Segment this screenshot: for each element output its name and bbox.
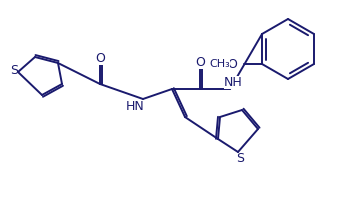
- Text: CH₃: CH₃: [210, 59, 231, 69]
- Text: HN: HN: [126, 100, 144, 112]
- Text: S: S: [10, 64, 18, 77]
- Text: O: O: [95, 51, 105, 64]
- Text: O: O: [227, 58, 237, 71]
- Text: NH: NH: [224, 76, 243, 89]
- Text: O: O: [195, 56, 205, 69]
- Text: S: S: [236, 153, 244, 166]
